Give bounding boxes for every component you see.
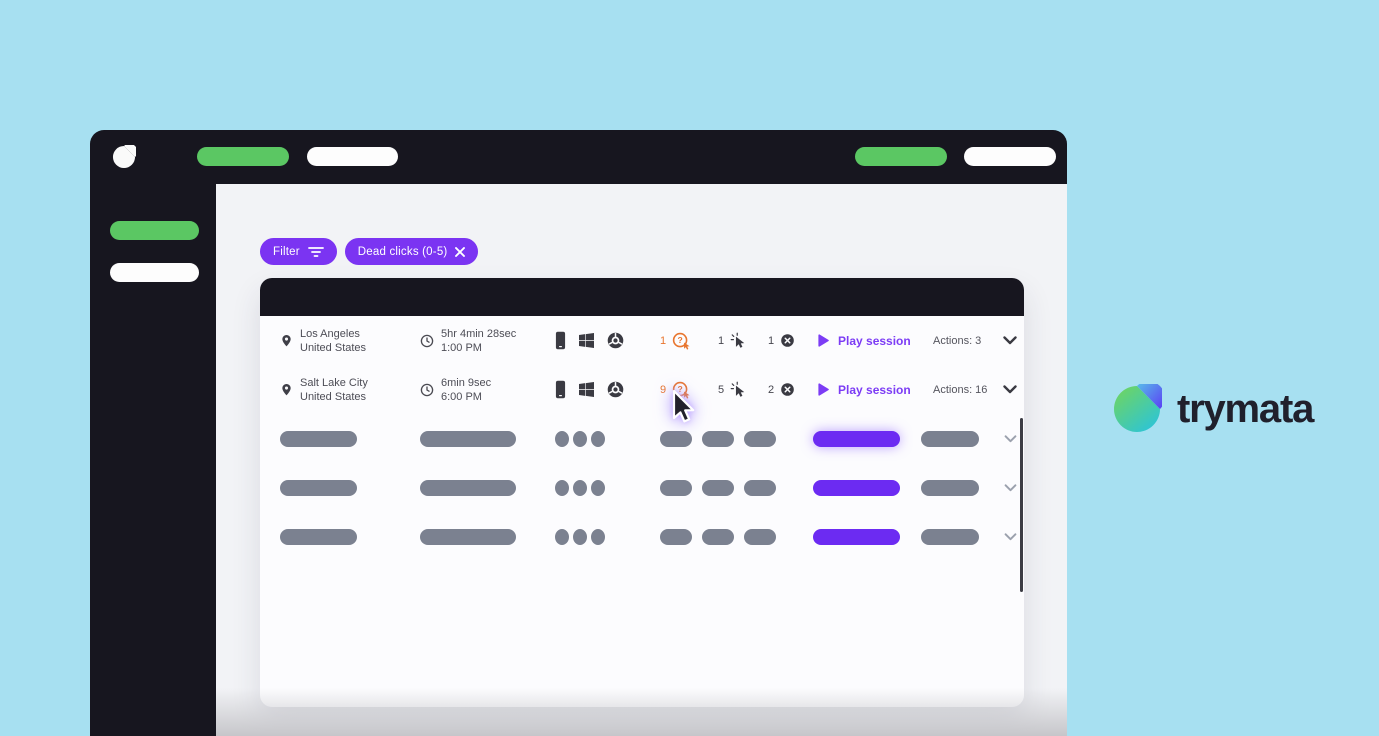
expand-row-button[interactable]	[995, 434, 1025, 443]
skeleton-location	[280, 430, 357, 447]
skeleton-location	[280, 479, 357, 496]
skeleton-devices	[555, 479, 660, 496]
close-icon[interactable]	[455, 246, 466, 257]
skeleton-time	[420, 430, 516, 447]
skeleton-play-button	[813, 479, 900, 496]
play-session-button[interactable]: Play session	[818, 383, 933, 397]
header-action-pill-primary[interactable]	[855, 147, 947, 166]
brand-logo	[1114, 384, 1162, 432]
rage-click-icon	[730, 381, 745, 397]
actions-count: Actions: 3	[933, 334, 982, 347]
skeleton-time	[420, 528, 516, 545]
actions-count: Actions: 16	[933, 383, 988, 396]
app-window: Filter Dead clicks (0-5)	[90, 130, 1067, 736]
filter-icon	[307, 246, 324, 257]
skeleton-actions	[921, 528, 979, 545]
skeleton-stats	[660, 479, 818, 496]
brand-wordmark: trymata	[1177, 386, 1314, 431]
clock-icon	[420, 334, 434, 347]
smartphone-icon	[555, 380, 566, 399]
skeleton-devices	[555, 528, 660, 545]
svg-text:?: ?	[678, 384, 683, 394]
nav-pill-secondary[interactable]	[307, 147, 398, 166]
play-session-button[interactable]: Play session	[818, 334, 933, 348]
dead-clicks-count: 9	[660, 383, 667, 396]
filter-button[interactable]: Filter	[260, 238, 337, 265]
svg-text:?: ?	[678, 335, 683, 345]
chrome-icon	[607, 332, 624, 349]
chevron-down-icon	[1003, 336, 1017, 345]
session-start-time: 6:00 PM	[441, 390, 482, 403]
session-row[interactable]: Los Angeles United States 5hr 4min 28sec…	[260, 316, 1024, 365]
nav-pill-primary[interactable]	[197, 147, 289, 166]
app-logo-icon	[112, 145, 136, 169]
windows-icon	[579, 333, 594, 348]
session-country: United States	[300, 390, 367, 403]
expand-row-button[interactable]	[995, 532, 1025, 541]
smartphone-icon	[555, 331, 566, 350]
play-icon	[818, 334, 829, 347]
error-icon	[781, 334, 794, 347]
skeleton-actions	[921, 430, 979, 447]
chevron-down-icon	[1004, 532, 1016, 540]
session-country: United States	[300, 341, 367, 354]
rage-click-icon	[730, 332, 745, 348]
play-session-label: Play session	[838, 333, 911, 348]
dead-clicks-count: 1	[660, 334, 667, 347]
filter-bar: Filter Dead clicks (0-5)	[260, 238, 479, 265]
session-duration: 5hr 4min 28sec	[441, 327, 517, 340]
session-city: Los Angeles	[300, 327, 360, 340]
skeleton-row[interactable]	[260, 512, 1024, 561]
expand-row-button[interactable]	[995, 385, 1025, 394]
rage-clicks-count: 5	[718, 383, 725, 396]
skeleton-actions	[921, 479, 979, 496]
expand-row-button[interactable]	[995, 483, 1025, 492]
scrollbar[interactable]	[1020, 418, 1023, 592]
expand-row-button[interactable]	[995, 336, 1025, 345]
skeleton-time	[420, 479, 516, 496]
errors-count: 2	[768, 383, 775, 396]
rage-clicks-count: 1	[718, 334, 725, 347]
table-header-bar	[260, 278, 1024, 316]
session-city: Salt Lake City	[300, 376, 368, 389]
brand: trymata	[1112, 384, 1314, 434]
chevron-down-icon	[1004, 483, 1016, 491]
header-action-pill-secondary[interactable]	[964, 147, 1056, 166]
active-filter-label: Dead clicks (0-5)	[357, 245, 448, 258]
skeleton-stats	[660, 430, 818, 447]
skeleton-location	[280, 528, 357, 545]
main-content: Filter Dead clicks (0-5)	[216, 184, 1067, 736]
session-row[interactable]: Salt Lake City United States 6min 9sec 6…	[260, 365, 1024, 414]
chevron-down-icon	[1004, 434, 1016, 442]
skeleton-row[interactable]	[260, 414, 1024, 463]
dead-click-icon: ?	[672, 332, 690, 350]
windows-icon	[579, 382, 594, 397]
skeleton-play-button	[813, 430, 900, 447]
chevron-down-icon	[1003, 385, 1017, 394]
skeleton-row[interactable]	[260, 463, 1024, 512]
play-icon	[818, 383, 829, 396]
play-session-label: Play session	[838, 382, 911, 397]
skeleton-devices	[555, 430, 660, 447]
skeleton-stats	[660, 528, 818, 545]
session-start-time: 1:00 PM	[441, 341, 482, 354]
skeleton-play-button	[813, 528, 900, 545]
map-pin-icon	[282, 334, 291, 347]
chrome-icon	[607, 381, 624, 398]
sessions-table: Los Angeles United States 5hr 4min 28sec…	[260, 278, 1024, 707]
active-filter-chip[interactable]: Dead clicks (0-5)	[344, 238, 479, 265]
dead-click-icon: ?	[672, 381, 690, 399]
sidebar-item-secondary[interactable]	[110, 263, 199, 282]
errors-count: 1	[768, 334, 775, 347]
error-icon	[781, 383, 794, 396]
session-duration: 6min 9sec	[441, 376, 492, 389]
clock-icon	[420, 383, 434, 396]
sidebar-item-primary[interactable]	[110, 221, 199, 240]
map-pin-icon	[282, 383, 291, 396]
filter-button-label: Filter	[273, 245, 300, 258]
table-rows: Los Angeles United States 5hr 4min 28sec…	[260, 316, 1024, 561]
